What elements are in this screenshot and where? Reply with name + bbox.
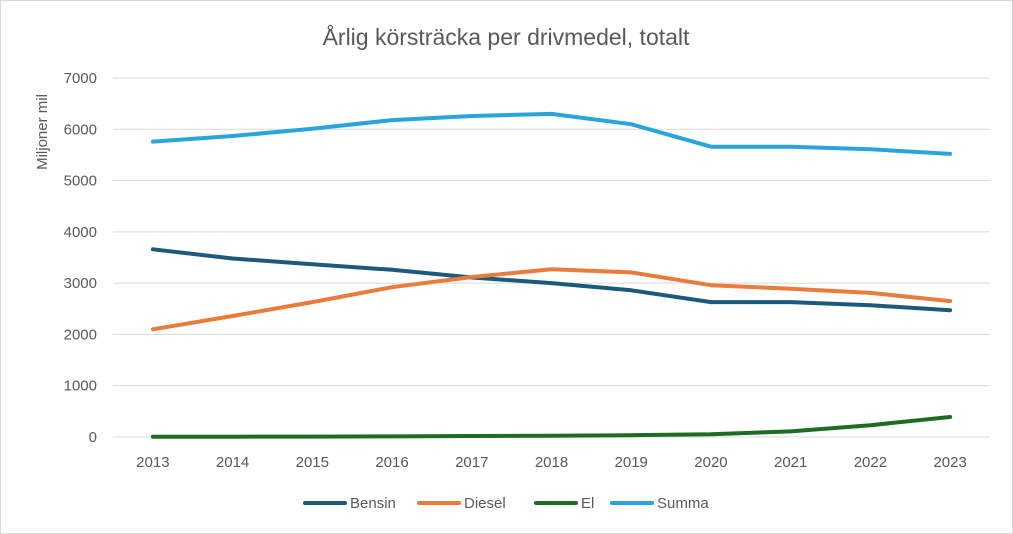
x-tick-label: 2018	[535, 454, 568, 471]
x-tick-label: 2014	[216, 454, 249, 471]
legend-label: Bensin	[350, 495, 396, 512]
x-tick-label: 2020	[694, 454, 727, 471]
x-tick-label: 2021	[774, 454, 807, 471]
legend-item-diesel: Diesel	[417, 495, 506, 512]
series-line-el	[150, 415, 953, 439]
y-axis-label: Miljoner mil	[34, 94, 51, 170]
legend-item-bensin: Bensin	[303, 495, 396, 512]
y-tick-label: 1000	[64, 378, 97, 395]
y-tick-label: 4000	[64, 224, 97, 241]
x-tick-label: 2013	[136, 454, 169, 471]
series-line-summa	[150, 111, 953, 156]
x-tick-label: 2022	[854, 454, 887, 471]
x-tick-label: 2023	[933, 454, 966, 471]
x-tick-label: 2016	[375, 454, 408, 471]
series-line-diesel	[150, 267, 953, 332]
x-tick-label: 2019	[615, 454, 648, 471]
legend-item-el: El	[534, 495, 594, 512]
x-tick-labels: 2013 2014 2015 2016 2017 2018 2019 2020 2021 2022…	[136, 454, 967, 471]
legend-label: Diesel	[464, 495, 506, 512]
series-lines	[150, 111, 953, 439]
legend-label: Summa	[657, 495, 709, 512]
legend-label: El	[581, 495, 594, 512]
legend: Bensin Diesel El Summa	[303, 495, 709, 512]
series-line-bensin	[150, 247, 953, 313]
x-tick-label: 2015	[296, 454, 329, 471]
y-tick-label: 6000	[64, 121, 97, 138]
y-tick-label: 5000	[64, 173, 97, 190]
y-tick-label: 0	[89, 429, 97, 446]
y-tick-label: 2000	[64, 326, 97, 343]
y-tick-labels: 0 1000 2000 3000 4000 5000 6000 7000	[64, 70, 97, 446]
y-tick-label: 7000	[64, 70, 97, 87]
chart-title: Årlig körsträcka per drivmedel, totalt	[323, 23, 690, 50]
x-tick-label: 2017	[455, 454, 488, 471]
legend-item-summa: Summa	[610, 495, 709, 512]
y-tick-label: 3000	[64, 275, 97, 292]
